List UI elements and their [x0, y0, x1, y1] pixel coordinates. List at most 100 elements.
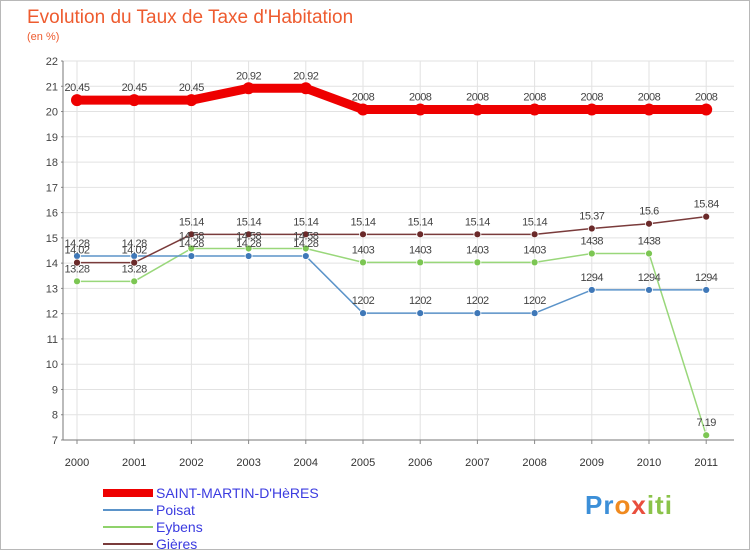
y-tick-label: 13 [46, 283, 58, 295]
data-label-2: 1403 [466, 244, 489, 256]
legend-label-saint-martin: SAINT-MARTIN-D'HèRES [156, 485, 319, 501]
x-tick-label: 2007 [465, 457, 489, 469]
data-label-0: 20.92 [293, 70, 318, 82]
data-label-3: 15.14 [465, 216, 490, 228]
data-label-1: 14.28 [293, 238, 318, 250]
y-tick-label: 11 [47, 334, 58, 346]
data-label-1: 1202 [466, 295, 489, 307]
legend-swatch-saint-martin [103, 489, 153, 497]
data-label-1: 14.28 [179, 238, 204, 250]
chart-subtitle: (en %) [27, 31, 60, 43]
data-label-0: 20.45 [179, 82, 204, 94]
series-point-1 [187, 252, 196, 260]
data-label-2: 1403 [523, 244, 546, 256]
series-point-3 [187, 230, 196, 239]
x-tick-label: 2010 [637, 457, 661, 469]
x-tick-label: 2006 [408, 457, 432, 469]
data-label-2: 7.19 [696, 417, 716, 429]
series-point-2 [702, 431, 711, 440]
x-tick-label: 2002 [179, 457, 203, 469]
series-point-2 [73, 277, 81, 286]
chart-title: Evolution du Taux de Taxe d'Habitation [27, 7, 354, 28]
data-label-2: 14.58 [179, 230, 204, 242]
y-tick-label: 21 [46, 81, 58, 93]
series-point-3 [473, 230, 482, 239]
series-line-2 [76, 247, 707, 436]
logo-part-3: x [631, 490, 647, 520]
legend-swatch-poisat [103, 509, 153, 511]
series-point-0 [585, 103, 598, 116]
data-label-3: 15.14 [350, 216, 375, 228]
data-label-3: 14.02 [64, 245, 89, 257]
y-tick-label: 10 [46, 359, 58, 371]
series-point-2 [244, 244, 253, 253]
series-line-1 [76, 255, 707, 314]
x-tick-label: 2009 [580, 457, 604, 469]
data-label-0: 2008 [466, 92, 489, 104]
legend-label-eybens: Eybens [156, 519, 203, 535]
series-point-3 [416, 230, 425, 239]
data-label-3: 15.14 [236, 216, 261, 228]
series-point-3 [359, 230, 367, 239]
data-label-3: 15.14 [293, 216, 318, 228]
legend-label-gieres: Gières [156, 536, 198, 552]
data-label-1: 14.28 [122, 238, 147, 250]
data-label-2: 1403 [409, 244, 432, 256]
series-point-0 [299, 82, 312, 95]
data-label-1: 1294 [638, 272, 661, 284]
x-tick-label: 2003 [236, 457, 260, 469]
x-tick-label: 2005 [351, 457, 375, 469]
data-label-0: 2008 [638, 92, 661, 104]
y-tick-label: 22 [46, 56, 58, 68]
x-tick-label: 2008 [522, 457, 546, 469]
data-label-1: 1202 [409, 295, 432, 307]
series-point-3 [645, 219, 653, 228]
y-tick-label: 7 [52, 435, 58, 447]
series-point-0 [414, 103, 427, 116]
y-tick-label: 9 [52, 384, 58, 396]
data-label-0: 2008 [352, 92, 375, 104]
series-point-2 [587, 249, 596, 258]
legend-label-poisat: Poisat [156, 502, 195, 518]
series-point-2 [416, 258, 425, 267]
data-label-1: 1294 [695, 272, 718, 284]
series-point-1 [473, 309, 482, 318]
data-label-0: 2008 [523, 92, 546, 104]
series-point-3 [702, 212, 711, 221]
series-point-2 [130, 277, 139, 286]
y-tick-label: 12 [46, 309, 58, 321]
x-tick-label: 2000 [65, 457, 89, 469]
data-label-3: 15.14 [179, 216, 204, 228]
series-point-0 [643, 103, 655, 116]
series-point-2 [359, 258, 367, 267]
y-tick-label: 17 [46, 182, 58, 194]
y-tick-label: 19 [46, 132, 58, 144]
data-label-3: 15.84 [694, 199, 719, 211]
data-label-0: 2008 [409, 92, 432, 104]
series-point-1 [416, 309, 425, 318]
data-label-2: 14.58 [293, 230, 318, 242]
proxiti-logo: Proxiti [585, 490, 673, 521]
series-point-2 [187, 244, 196, 253]
data-label-3: 15.6 [639, 206, 659, 218]
y-tick-label: 14 [46, 258, 58, 270]
series-point-1 [301, 252, 310, 260]
series-line-0 [72, 83, 711, 115]
logo-part-1: Pr [585, 490, 615, 520]
y-tick-label: 16 [46, 208, 58, 220]
data-label-1: 1294 [581, 272, 604, 284]
x-tick-label: 2001 [122, 457, 146, 469]
data-label-0: 20.45 [122, 82, 147, 94]
series-point-2 [645, 249, 653, 258]
data-label-3: 15.14 [522, 216, 547, 228]
y-tick-label: 20 [46, 107, 58, 119]
series-point-1 [359, 309, 367, 318]
series-point-0 [357, 103, 369, 116]
series-point-1 [645, 286, 653, 294]
series-point-1 [702, 286, 711, 294]
series-point-2 [530, 258, 539, 267]
data-label-1: 14.28 [64, 238, 89, 250]
data-label-2: 14.58 [236, 230, 261, 242]
